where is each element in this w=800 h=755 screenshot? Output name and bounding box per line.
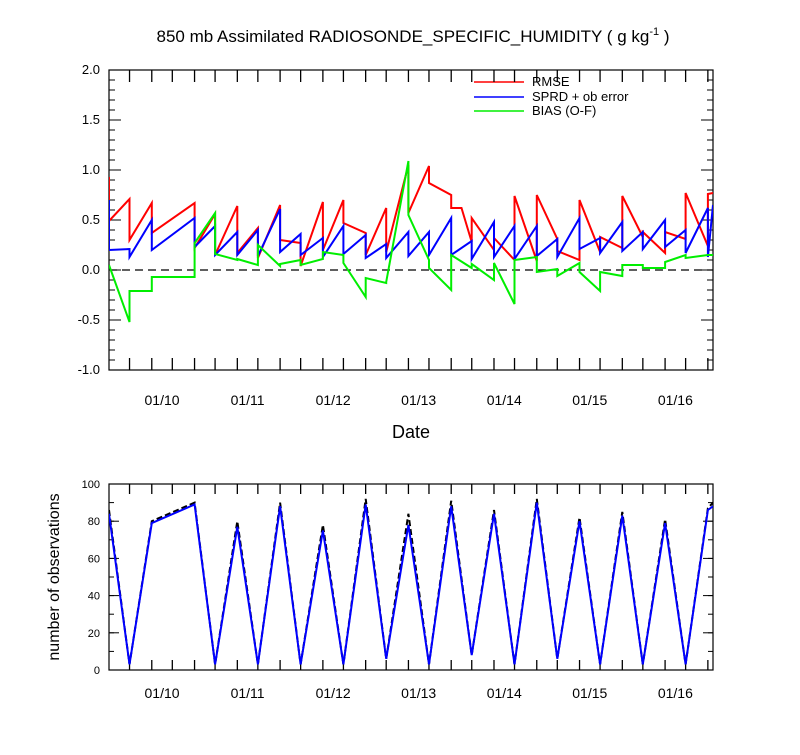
- top-series-bias-o-f: [109, 160, 713, 323]
- top-xtick-label: 01/15: [572, 392, 607, 408]
- top-ytick-label: -0.5: [78, 312, 100, 327]
- bottom-xtick-label: 01/13: [401, 685, 436, 701]
- bottom-series-possible: [109, 498, 713, 665]
- bottom-xtick-label: 01/10: [145, 685, 180, 701]
- bottom-xtick-label: 01/11: [231, 685, 265, 701]
- x-axis-label: Date: [392, 422, 430, 442]
- legend-sprd-label: SPRD + ob error: [532, 89, 629, 104]
- top-ytick-label: -1.0: [78, 362, 100, 377]
- bottom-plot-area: 100 80 60 40 20 0 01/10 01/11 01/12 01/13 01/14 01/…: [82, 479, 714, 701]
- bottom-ytick-label: 0: [94, 665, 100, 677]
- legend: RMSE SPRD + ob error BIAS (O-F): [474, 74, 629, 118]
- bottom-ytick-label: 40: [88, 591, 100, 603]
- top-ytick-label: 0.5: [82, 212, 100, 227]
- top-xtick-label: 01/11: [231, 392, 265, 408]
- top-plot-area: 2.0 1.5 1.0 0.5 0.0 -0.5 -1.0 01/10 01/11 01/12 01…: [78, 62, 714, 408]
- top-xtick-label: 01/14: [487, 392, 522, 408]
- bottom-xtick-label: 01/15: [572, 685, 607, 701]
- top-xtick-label: 01/13: [401, 392, 436, 408]
- bottom-ytick-label: 20: [88, 628, 100, 640]
- bottom-series-assimilated: [109, 502, 713, 665]
- top-ytick-label: 1.5: [82, 112, 100, 127]
- top-ytick-label: 1.0: [82, 162, 100, 177]
- bottom-xtick-label: 01/16: [658, 685, 693, 701]
- bottom-xtick-label: 01/14: [487, 685, 522, 701]
- top-series-sprd-ob-error: [109, 200, 713, 263]
- legend-rmse-label: RMSE: [532, 74, 570, 89]
- top-xtick-label: 01/16: [658, 392, 693, 408]
- top-ytick-label: 2.0: [82, 62, 100, 77]
- bottom-xtick-label: 01/12: [316, 685, 351, 701]
- legend-bias-label: BIAS (O-F): [532, 103, 596, 118]
- chart-title: 850 mb Assimilated RADIOSONDE_SPECIFIC_H…: [157, 26, 670, 46]
- top-ytick-label: 0.0: [82, 262, 100, 277]
- bottom-ytick-label: 80: [88, 516, 100, 528]
- bottom-ytick-label: 60: [88, 553, 100, 565]
- bottom-ytick-label: 100: [82, 479, 100, 491]
- top-xtick-label: 01/12: [316, 392, 351, 408]
- y-axis-label-observations: number of observations: [46, 493, 63, 660]
- top-xtick-label: 01/10: [145, 392, 180, 408]
